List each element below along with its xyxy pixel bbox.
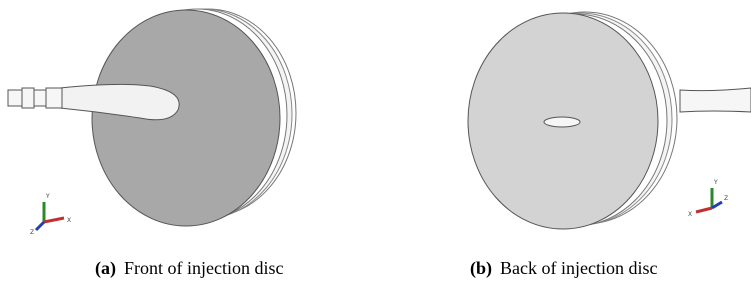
triad-label: X — [688, 211, 692, 218]
triad-axis — [36, 222, 44, 230]
caption: (b) Back of injection disc — [470, 258, 657, 279]
triad-axis — [696, 208, 712, 212]
front-render: Y X Z — [8, 9, 296, 236]
triad-label: Z — [724, 195, 728, 202]
triad-label: X — [67, 217, 71, 224]
triad-axis — [44, 218, 64, 222]
caption-text: Front of injection disc — [124, 258, 283, 278]
triad-label: Z — [30, 229, 34, 236]
renders: Y X Z Y X Z — [0, 0, 751, 300]
caption-text: Back of injection disc — [500, 258, 657, 278]
caption: (a) Front of injection disc — [95, 258, 283, 279]
figure: Y X Z Y X Z (a) Front of injection disc (… — [0, 0, 751, 300]
subfigure-label: (a) — [95, 258, 116, 278]
triad-label: Y — [713, 179, 718, 186]
back-render: Y X Z — [468, 12, 751, 229]
triad-label: Y — [45, 193, 50, 200]
subfigure-label: (b) — [470, 258, 492, 278]
